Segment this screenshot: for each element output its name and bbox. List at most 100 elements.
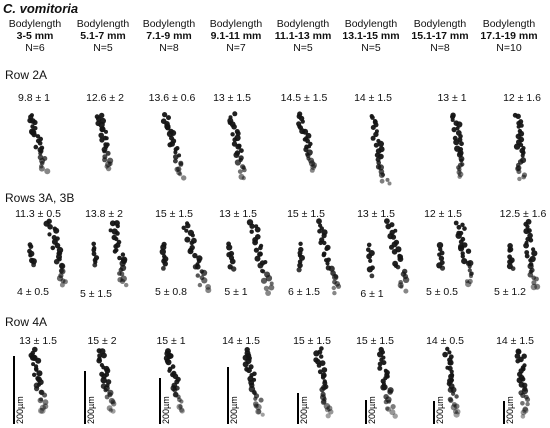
cell-dot: [447, 360, 453, 366]
cell-dot: [184, 228, 189, 233]
cell-dot: [118, 267, 124, 273]
cell-dot: [178, 172, 183, 177]
cell-dot: [390, 234, 397, 240]
row-label: Row 2A: [5, 68, 48, 82]
cell-dot: [233, 152, 240, 158]
column-label: Bodylength: [276, 18, 330, 30]
cell-dot: [453, 220, 459, 226]
scale-bar-label: 200µm: [15, 396, 25, 424]
cell-dot: [520, 409, 527, 416]
cell-dot: [32, 119, 38, 126]
cell-dot: [379, 178, 385, 184]
cell-dot: [99, 112, 105, 119]
cell-dot: [324, 407, 331, 413]
cell-dot: [376, 160, 382, 165]
scale-bar-label: 200µm: [299, 396, 309, 424]
mean-value: 15 ± 1.5: [287, 208, 325, 220]
cell-dot: [31, 262, 36, 268]
cell-dot: [254, 226, 261, 233]
cell-dot: [114, 236, 119, 242]
cell-dot: [36, 370, 43, 377]
cell-dot: [268, 284, 275, 291]
cell-dot: [166, 115, 171, 121]
mean-value: 14 ± 1.5: [222, 335, 260, 347]
cell-dot: [105, 379, 112, 385]
cell-dot: [34, 367, 39, 372]
cell-dot: [205, 287, 212, 294]
cell-dot: [322, 240, 327, 246]
cell-dot: [516, 124, 521, 129]
cell-dot: [91, 247, 97, 253]
cell-dot: [453, 411, 460, 418]
cell-dot: [392, 413, 398, 419]
cell-dot: [447, 387, 454, 393]
cell-dot: [124, 282, 129, 288]
cell-dot: [520, 414, 526, 419]
column-range: 5.1-7 mm: [80, 30, 126, 42]
cell-dot: [328, 409, 334, 415]
lower-mean-value: 5 ± 1: [224, 286, 248, 298]
cell-dot: [377, 140, 384, 147]
cell-dot: [522, 407, 529, 414]
cell-dot: [187, 248, 194, 255]
column-range: 15.1-17 mm: [411, 30, 469, 42]
cell-dot: [38, 151, 43, 156]
cell-dot: [524, 250, 530, 255]
cell-dot: [104, 129, 108, 134]
mean-value: 12 ± 1.6: [503, 92, 541, 104]
cell-dot: [366, 266, 373, 273]
cell-dot: [173, 158, 178, 164]
cell-dot: [255, 403, 262, 411]
cell-dot: [249, 229, 254, 234]
cell-dot: [378, 172, 385, 179]
column-range: 3-5 mm: [16, 30, 54, 42]
mean-value: 13 ± 1: [437, 92, 467, 104]
scale-bar-label: 200µm: [229, 396, 239, 424]
cell-dot: [167, 368, 172, 373]
cell-dot: [368, 258, 373, 263]
cell-dot: [111, 401, 117, 407]
cell-dot: [192, 264, 199, 270]
cell-dot: [115, 231, 120, 236]
cell-dot: [34, 386, 40, 392]
cell-dot: [108, 408, 114, 413]
cell-dot: [438, 255, 445, 262]
cell-dot: [263, 285, 269, 291]
cell-dot: [179, 399, 184, 404]
cell-dot: [332, 274, 339, 281]
cell-dot: [47, 224, 53, 230]
column-label: Bodylength: [482, 18, 536, 30]
cell-dot: [522, 406, 528, 412]
scale-bar-label: 200µm: [367, 396, 377, 424]
cell-dot: [399, 284, 404, 289]
cell-dot: [299, 128, 306, 135]
cell-dot: [370, 135, 376, 141]
cell-dot: [395, 264, 401, 270]
cell-dot: [242, 167, 247, 173]
cell-dot: [258, 245, 263, 251]
cell-dot: [520, 153, 525, 158]
lower-mean-value: 6 ± 1: [360, 288, 384, 300]
cell-dot: [119, 260, 126, 267]
lower-mean-value: 5 ± 1.2: [493, 286, 527, 298]
cell-dot: [377, 365, 383, 371]
cell-dot: [313, 350, 320, 357]
cell-dot: [321, 367, 328, 373]
cell-dot: [98, 132, 104, 139]
cell-dot: [257, 262, 264, 269]
cell-dot: [439, 265, 446, 271]
cell-dot: [42, 403, 49, 410]
cell-dot: [235, 143, 242, 150]
cell-dot: [39, 407, 46, 414]
cell-dot: [523, 242, 529, 249]
cell-dot: [321, 233, 327, 239]
cell-dot: [516, 169, 522, 175]
cell-dot: [92, 262, 98, 268]
cell-dot: [456, 224, 462, 230]
cell-dot: [531, 280, 537, 286]
column-header: Bodylength 3-5 mm N=6: [2, 18, 68, 54]
cell-dot: [516, 349, 522, 355]
cell-dot: [104, 136, 109, 141]
cell-dot: [42, 399, 49, 406]
cell-dot: [377, 164, 384, 171]
